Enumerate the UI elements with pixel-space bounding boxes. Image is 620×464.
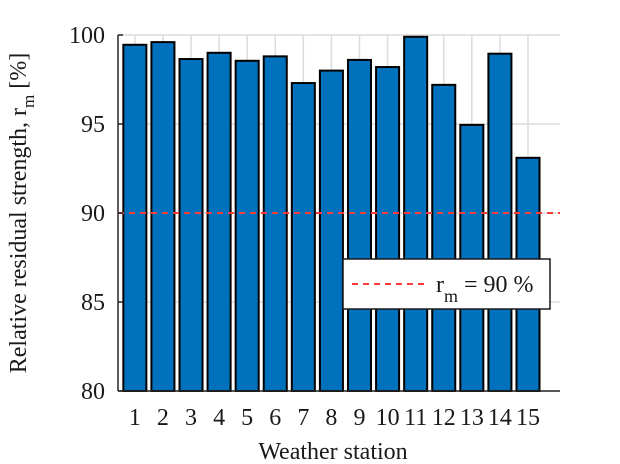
x-tick-label: 13 <box>460 405 484 431</box>
bar-station-9 <box>346 58 373 392</box>
bar-station-1 <box>122 43 148 392</box>
x-tick-label: 1 <box>129 405 141 431</box>
y-axis-label: Relative residual strength, rm[%] <box>6 53 38 373</box>
legend-label: rm = 90 % <box>436 272 534 306</box>
x-axis-label: Weather station <box>258 439 407 464</box>
bar-station-3 <box>178 58 204 392</box>
y-tick-label: 100 <box>69 23 105 49</box>
y-tick-labels: 80 85 90 95 100 <box>69 23 105 405</box>
bar-station-4 <box>206 51 232 393</box>
x-tick-label: 3 <box>185 405 197 431</box>
x-tick-label: 11 <box>404 405 427 431</box>
bar-station-8 <box>318 69 344 392</box>
x-tick-label: 4 <box>213 405 225 431</box>
legend: rm = 90 % <box>342 258 551 310</box>
x-tick-label: 2 <box>157 405 169 431</box>
bar-station-2 <box>150 41 176 393</box>
x-tick-labels: 1 2 3 4 5 6 7 8 9 10 11 12 13 14 15 <box>129 405 540 431</box>
x-tick-label: 7 <box>297 405 309 431</box>
y-tick-label: 95 <box>81 112 105 138</box>
x-tick-label: 15 <box>516 405 540 431</box>
bar-station-5 <box>234 59 260 393</box>
x-tick-label: 6 <box>269 405 281 431</box>
y-tick-label: 85 <box>81 290 105 316</box>
bar-station-10 <box>375 66 401 392</box>
y-tick-label: 80 <box>81 379 105 405</box>
y-axis-label-group: Relative residual strength, rm[%] <box>6 53 38 373</box>
bar-station-13 <box>459 123 485 392</box>
x-tick-label: 14 <box>488 405 512 431</box>
x-tick-label: 10 <box>376 405 400 431</box>
axes <box>117 34 560 392</box>
x-tick-label: 9 <box>353 405 365 431</box>
bar-station-7 <box>290 82 316 392</box>
bar-station-14 <box>487 52 513 392</box>
x-tick-label: 5 <box>241 405 253 431</box>
x-tick-label: 8 <box>325 405 337 431</box>
bar-station-6 <box>262 55 288 393</box>
x-tick-label: 12 <box>432 405 456 431</box>
y-tick-label: 90 <box>81 201 105 227</box>
bar-station-12 <box>431 83 457 392</box>
